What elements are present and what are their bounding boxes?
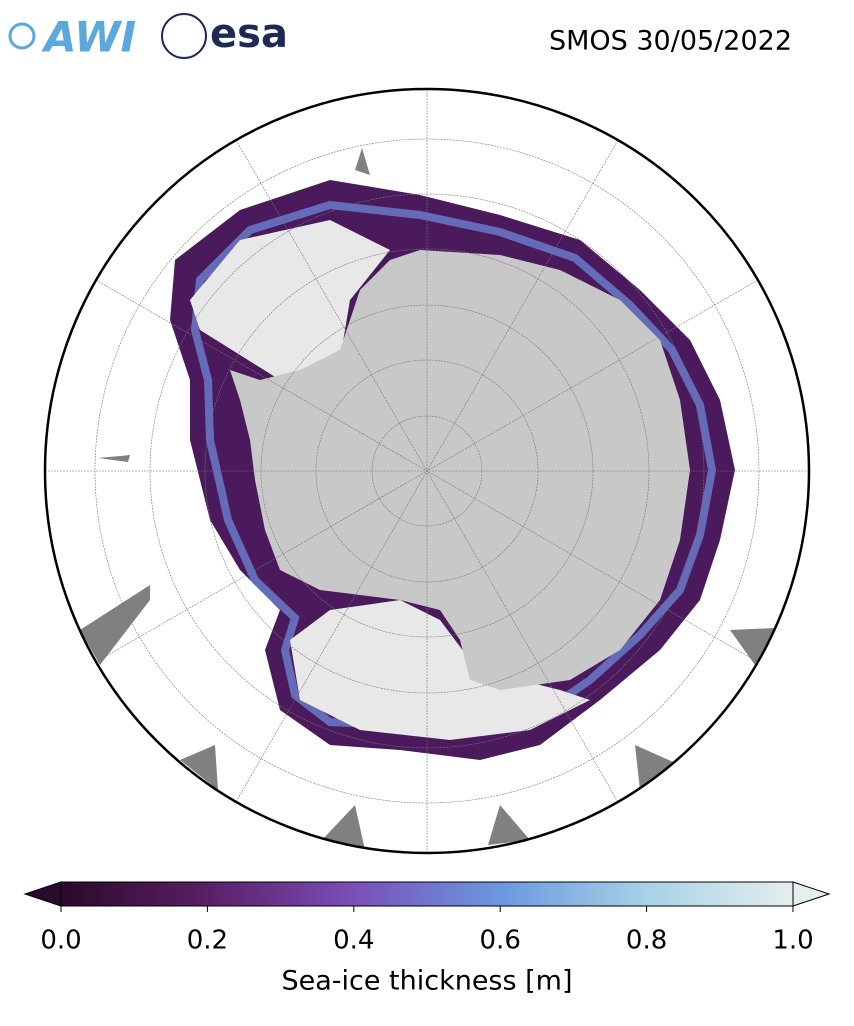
land bbox=[80, 148, 775, 850]
colorbar: 0.0 0.2 0.4 0.6 0.8 1.0 bbox=[23, 881, 831, 956]
colorbar-tick-label: 0.2 bbox=[187, 926, 228, 956]
esa-icon bbox=[161, 13, 207, 59]
map-frame bbox=[43, 87, 811, 855]
map-title: SMOS 30/05/2022 bbox=[549, 26, 792, 57]
ross-ice bbox=[290, 600, 590, 740]
colorbar-tick-label: 0.4 bbox=[333, 926, 374, 956]
esa-logo: esa bbox=[210, 11, 288, 57]
weddell-ice bbox=[190, 220, 390, 380]
colorbar-tick-label: 0.0 bbox=[40, 926, 81, 956]
colorbar-extend-high bbox=[792, 881, 831, 907]
colorbar-gradient bbox=[60, 881, 794, 907]
awi-logo: AWI bbox=[41, 13, 136, 62]
logos: AWI esa bbox=[8, 11, 288, 62]
sea-ice-thick bbox=[190, 200, 717, 738]
colorbar-tick-label: 0.6 bbox=[480, 926, 521, 956]
awi-icon bbox=[8, 22, 36, 50]
colorbar-tick-label: 1.0 bbox=[772, 926, 813, 956]
colorbar-extend-low bbox=[23, 881, 62, 907]
antarctica bbox=[230, 250, 690, 690]
colorbar-tick-label: 0.8 bbox=[626, 926, 667, 956]
graticule bbox=[45, 89, 809, 853]
map bbox=[45, 89, 809, 853]
colorbar-label: Sea-ice thickness [m] bbox=[281, 966, 572, 997]
